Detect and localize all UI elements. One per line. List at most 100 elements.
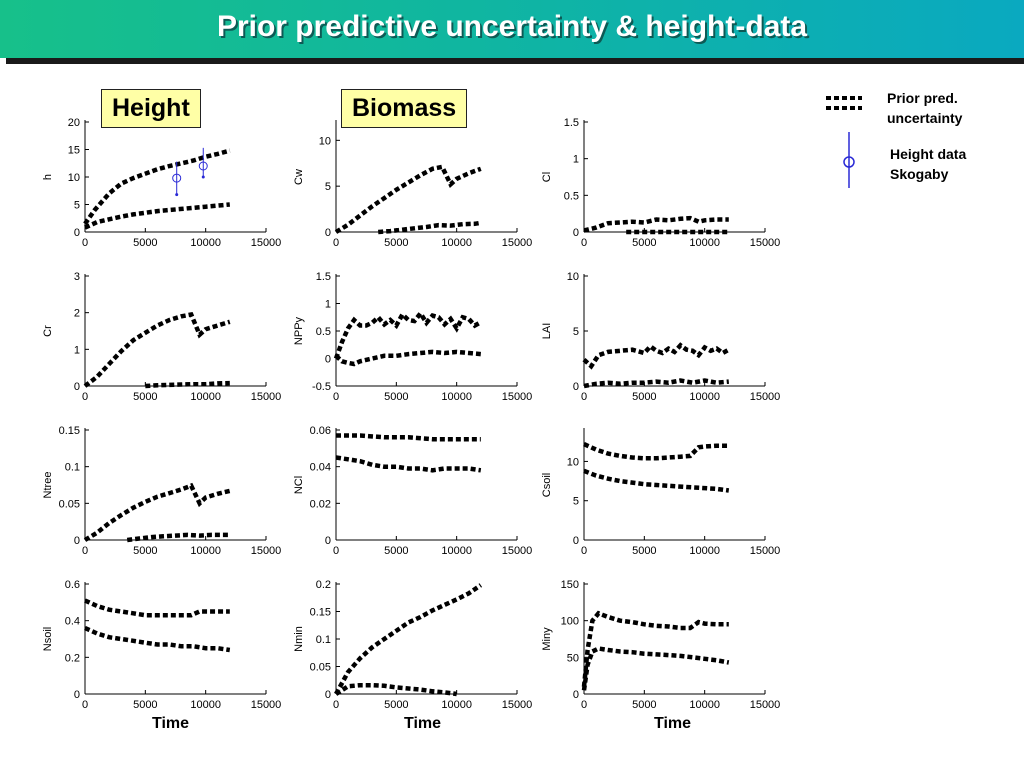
y-tick-label: 0 bbox=[325, 535, 331, 547]
subplot-nsoil: 0 0.2 0.4 0.6 0 5000 10000 15000 Nsoil bbox=[42, 579, 281, 711]
y-tick-label: 0.5 bbox=[564, 190, 579, 202]
y-axis-label: Nsoil bbox=[42, 627, 54, 651]
x-tick-label: 15000 bbox=[750, 237, 781, 249]
errorbar-end bbox=[201, 175, 205, 179]
x-tick-label: 10000 bbox=[441, 545, 472, 557]
lower-bound-line bbox=[583, 378, 730, 389]
x-tick-label: 0 bbox=[333, 237, 339, 249]
y-tick-label: 1 bbox=[74, 344, 80, 356]
y-tick-label: 5 bbox=[573, 326, 579, 338]
x-tick-label: 10000 bbox=[689, 391, 720, 403]
y-axis-label: Cl bbox=[541, 172, 553, 182]
upper-bound-line bbox=[581, 610, 729, 687]
y-axis-label: Cw bbox=[293, 169, 305, 185]
x-tick-label: 5000 bbox=[384, 391, 408, 403]
y-tick-label: 0.15 bbox=[59, 425, 80, 437]
x-tick-label: 0 bbox=[333, 391, 339, 403]
y-axis-label: Csoil bbox=[541, 473, 553, 497]
y-tick-label: 5 bbox=[325, 181, 331, 193]
lower-bound-line bbox=[126, 532, 230, 543]
x-tick-label: 5000 bbox=[133, 545, 157, 557]
x-tick-label: 10000 bbox=[689, 699, 720, 711]
y-tick-label: 10 bbox=[68, 172, 80, 184]
y-tick-label: 20 bbox=[68, 117, 80, 129]
y-tick-label: 0.06 bbox=[310, 425, 331, 437]
legend-prior-line1: Prior pred. bbox=[887, 90, 958, 106]
biomass-label-box: Biomass bbox=[341, 89, 468, 128]
x-tick-label: 5000 bbox=[133, 391, 157, 403]
legend: Prior pred. uncertainty Height data Skog… bbox=[820, 88, 1020, 198]
x-tick-label: 0 bbox=[581, 699, 587, 711]
height-data-point bbox=[172, 173, 182, 183]
x-tick-label: 10000 bbox=[190, 237, 221, 249]
upper-bound-line bbox=[583, 215, 729, 233]
y-axis-label: Cr bbox=[42, 325, 54, 337]
y-tick-label: 2 bbox=[74, 308, 80, 320]
lower-bound-line bbox=[145, 380, 230, 389]
x-tick-label: 0 bbox=[82, 699, 88, 711]
y-tick-label: 0 bbox=[74, 535, 80, 547]
y-tick-label: 0 bbox=[325, 227, 331, 239]
x-tick-label: 5000 bbox=[632, 391, 656, 403]
y-axis-label: NPPy bbox=[293, 316, 305, 345]
x-tick-label: 0 bbox=[581, 391, 587, 403]
y-tick-label: 5 bbox=[74, 200, 80, 212]
x-tick-label: 15000 bbox=[502, 699, 533, 711]
title-bar bbox=[0, 0, 1024, 58]
y-tick-label: 1 bbox=[573, 154, 579, 166]
subplot-lai: 0 5 10 0 5000 10000 15000 LAI bbox=[541, 271, 780, 403]
legend-data-label: Height data Skogaby bbox=[890, 144, 966, 184]
y-tick-label: 1.5 bbox=[316, 271, 331, 283]
y-axis-label: h bbox=[42, 174, 54, 180]
y-tick-label: 15 bbox=[68, 145, 80, 157]
x-tick-label: 15000 bbox=[502, 237, 533, 249]
y-tick-label: 0 bbox=[325, 689, 331, 701]
y-tick-label: 0 bbox=[74, 689, 80, 701]
y-axis-label: Nmin bbox=[293, 626, 305, 652]
x-tick-label: 10000 bbox=[441, 699, 472, 711]
y-tick-label: 1 bbox=[325, 299, 331, 311]
x-axis-title-col1: Time bbox=[152, 715, 190, 732]
upper-bound-line bbox=[334, 583, 483, 696]
y-tick-label: 0.6 bbox=[65, 579, 80, 591]
y-tick-label: 0.15 bbox=[310, 607, 331, 619]
y-tick-label: -0.5 bbox=[312, 381, 331, 393]
y-tick-label: 0 bbox=[573, 381, 579, 393]
legend-prior-label: Prior pred. uncertainty bbox=[887, 88, 962, 128]
lower-bound-line bbox=[335, 455, 482, 473]
x-axis-title-col3: Time bbox=[654, 715, 692, 732]
lower-bound-line bbox=[583, 468, 730, 493]
x-tick-label: 15000 bbox=[750, 699, 781, 711]
legend-symbols bbox=[826, 96, 862, 188]
lower-bound-line bbox=[334, 349, 482, 367]
y-tick-label: 0.1 bbox=[316, 634, 331, 646]
y-tick-label: 10 bbox=[567, 271, 579, 283]
y-tick-label: 0.5 bbox=[316, 326, 331, 338]
subplot-nmin: 0 0.05 0.1 0.15 0.2 0 5000 10000 15000 Nmin bbox=[293, 579, 532, 711]
subplot-ncl: 0 0.02 0.04 0.06 0 5000 10000 15000 NCl bbox=[293, 425, 532, 557]
legend-data-line2: Skogaby bbox=[890, 166, 949, 182]
upper-bound-line bbox=[83, 311, 231, 388]
x-tick-label: 5000 bbox=[384, 699, 408, 711]
subplot-cr: 0 1 2 3 0 5000 10000 15000 Cr bbox=[42, 271, 281, 403]
y-tick-label: 50 bbox=[567, 652, 579, 664]
subplot-h: 0 5 10 15 20 0 5000 10000 15000 h bbox=[42, 117, 281, 249]
x-tick-label: 15000 bbox=[251, 545, 282, 557]
x-tick-label: 10000 bbox=[190, 545, 221, 557]
y-tick-label: 0.1 bbox=[65, 462, 80, 474]
y-axis-label: LAI bbox=[541, 323, 553, 340]
y-axis-label: Miny bbox=[541, 627, 553, 651]
upper-bound-line bbox=[582, 342, 730, 370]
x-tick-label: 10000 bbox=[190, 391, 221, 403]
upper-bound-line bbox=[336, 433, 481, 442]
x-tick-label: 15000 bbox=[502, 391, 533, 403]
y-axis-label: NCl bbox=[293, 476, 305, 494]
lower-bound-line bbox=[581, 646, 730, 691]
x-tick-label: 5000 bbox=[133, 237, 157, 249]
x-tick-label: 15000 bbox=[251, 699, 282, 711]
y-tick-label: 150 bbox=[561, 579, 579, 591]
subplot-cw: 0 5 10 0 5000 10000 15000 Cw bbox=[293, 120, 532, 249]
y-axis-label: Ntree bbox=[42, 472, 54, 499]
legend-datapoint-icon bbox=[843, 156, 855, 168]
